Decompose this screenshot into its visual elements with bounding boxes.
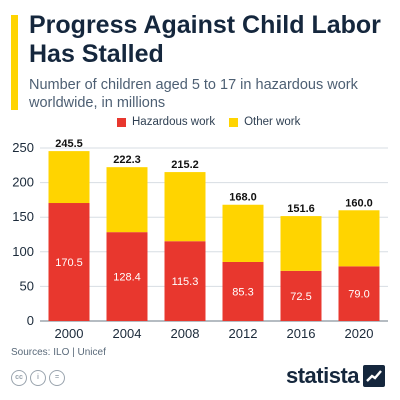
bar-total-label: 222.3 bbox=[113, 154, 141, 166]
y-tick-label: 100 bbox=[12, 244, 34, 259]
stacked-bar-chart: 0 50 100 150 200 250 170.5 245.5 2000 128.4 222.3 2… bbox=[12, 138, 388, 341]
chart-legend: Hazardous work Other work bbox=[117, 116, 300, 128]
bar-value-label: 128.4 bbox=[113, 272, 141, 284]
bar-other bbox=[48, 151, 90, 204]
bar-other bbox=[338, 210, 380, 267]
bar-hazardous bbox=[338, 266, 380, 321]
legend-label-hazardous: Hazardous work bbox=[132, 116, 216, 128]
bar-hazardous bbox=[222, 261, 264, 321]
bar-other bbox=[106, 167, 148, 233]
bar-total-label: 245.5 bbox=[55, 138, 83, 150]
y-tick-label: 200 bbox=[12, 175, 34, 190]
bar-value-label: 115.3 bbox=[172, 276, 199, 288]
source-note: Sources: ILO | Unicef bbox=[11, 347, 106, 358]
bar-total-label: 151.6 bbox=[287, 203, 315, 215]
legend-swatch-other bbox=[229, 117, 239, 127]
license-icons: cc i = bbox=[11, 370, 65, 386]
x-tick-label: 2000 bbox=[55, 326, 84, 341]
bar-other bbox=[280, 216, 322, 271]
bar-total-label: 215.2 bbox=[171, 159, 199, 171]
x-tick-label: 2004 bbox=[113, 326, 142, 341]
y-tick-label: 150 bbox=[12, 209, 34, 224]
legend-item-hazardous: Hazardous work bbox=[117, 116, 215, 128]
creative-commons-icon[interactable]: cc bbox=[11, 370, 27, 386]
bar-other bbox=[164, 172, 206, 242]
y-tick-label: 50 bbox=[20, 278, 34, 293]
bar-hazardous bbox=[106, 232, 148, 321]
page-title: Progress Against Child Labor Has Stalled bbox=[29, 11, 381, 68]
bar-value-label: 170.5 bbox=[55, 257, 83, 269]
legend-swatch-hazardous bbox=[117, 117, 126, 127]
no-derivatives-icon[interactable]: = bbox=[49, 370, 65, 386]
legend-label-other: Other work bbox=[244, 116, 301, 128]
x-tick-label: 2020 bbox=[345, 326, 374, 341]
y-tick-label: 0 bbox=[27, 313, 34, 328]
bar-hazardous bbox=[164, 241, 206, 321]
title-accent-bar bbox=[11, 15, 18, 110]
bar-total-label: 168.0 bbox=[229, 192, 257, 204]
brand-name: statista bbox=[286, 363, 360, 388]
page-subtitle: Number of children aged 5 to 17 in hazar… bbox=[29, 77, 358, 111]
bar-hazardous bbox=[280, 270, 322, 321]
bar-total-label: 160.0 bbox=[345, 197, 373, 209]
x-tick-label: 2008 bbox=[171, 326, 200, 341]
statista-logo-icon bbox=[363, 365, 386, 387]
statista-logo[interactable]: statista bbox=[286, 363, 386, 389]
y-tick-label: 250 bbox=[12, 140, 34, 155]
bar-value-label: 72.5 bbox=[290, 291, 311, 303]
x-tick-label: 2016 bbox=[287, 326, 316, 341]
attribution-icon[interactable]: i bbox=[30, 370, 46, 386]
legend-item-other: Other work bbox=[229, 116, 300, 128]
x-tick-label: 2012 bbox=[229, 326, 258, 341]
bar-value-label: 85.3 bbox=[232, 286, 253, 298]
bar-other bbox=[222, 204, 264, 262]
bar-hazardous bbox=[48, 203, 90, 321]
bar-value-label: 79.0 bbox=[348, 289, 369, 301]
